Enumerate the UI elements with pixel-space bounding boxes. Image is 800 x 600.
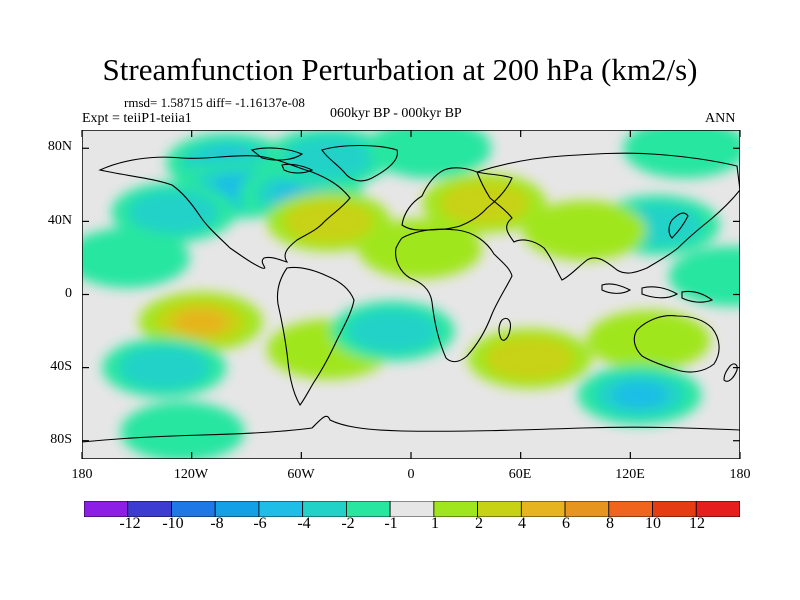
colorbar-label: -1 <box>384 515 398 532</box>
coast-madagascar <box>498 317 511 341</box>
colorbar-label: -8 <box>210 515 224 532</box>
colorbar-label: 2 <box>475 515 483 532</box>
colorbar-label: -4 <box>297 515 311 532</box>
colorbar-label: 10 <box>645 515 661 532</box>
experiment-label: Expt = teiiP1-teiia1 <box>82 111 192 126</box>
coast-south-america <box>276 266 355 406</box>
season-label: ANN <box>705 111 736 126</box>
anomaly-contour <box>348 309 438 353</box>
anomaly-field <box>82 130 740 459</box>
colorbar <box>84 501 740 517</box>
x-tick-label: 120E <box>615 467 645 482</box>
coast-japan <box>668 212 689 239</box>
anomaly-contour <box>367 130 492 179</box>
coast-new-zealand <box>723 363 738 382</box>
anomaly-contour <box>128 190 219 234</box>
anomaly-contour <box>485 336 575 381</box>
anomaly-contour <box>612 381 667 409</box>
coast-se-asia-islands <box>601 283 714 303</box>
colorbar-label: 1 <box>431 515 439 532</box>
y-tick-label: 40S <box>50 359 72 374</box>
colorbar-label: -10 <box>162 515 184 532</box>
colorbar-label: 6 <box>562 515 570 532</box>
anomaly-contour <box>439 181 529 225</box>
colorbar-label: -2 <box>341 515 355 532</box>
anomaly-contour <box>522 200 647 261</box>
anomaly-contour <box>284 199 374 243</box>
anomaly-contour <box>119 346 209 390</box>
colorbar-label: 12 <box>689 515 705 532</box>
colorbar-label: 4 <box>518 515 526 532</box>
x-tick-label: 0 <box>407 467 415 482</box>
coast-australia <box>633 315 720 373</box>
streamfunction-map <box>82 130 740 459</box>
x-tick-label: 60W <box>287 467 315 482</box>
rmsd-diff-stats: rmsd= 1.58715 diff= -1.16137e-08 <box>124 95 305 110</box>
coast-arctic-islands <box>250 147 314 174</box>
y-tick-label: 80S <box>50 432 72 447</box>
period-label: 060kyr BP - 000kyr BP <box>330 106 462 121</box>
coast-asia <box>476 152 740 281</box>
coast-antarctica <box>82 415 740 443</box>
colorbar-label: 8 <box>606 515 614 532</box>
x-tick-label: 60E <box>508 467 532 482</box>
anomaly-contour <box>586 310 711 371</box>
y-tick-label: 40N <box>47 213 72 228</box>
x-tick-label: 120W <box>173 467 209 482</box>
plot-title: Streamfunction Perturbation at 200 hPa (… <box>102 52 698 87</box>
colorbar-label: -12 <box>119 515 141 532</box>
coast-greenland <box>321 145 398 182</box>
anomaly-contour <box>120 401 245 459</box>
coast-africa <box>395 228 513 363</box>
anomaly-contour <box>82 227 190 288</box>
x-tick-label: 180 <box>729 467 751 482</box>
anomaly-contour <box>173 308 229 336</box>
anomaly-contour <box>358 218 483 279</box>
coastlines <box>82 130 740 459</box>
anomaly-contour <box>623 130 740 179</box>
colorbar-label: -6 <box>253 515 267 532</box>
coast-north-america <box>98 155 351 269</box>
y-tick-label: 0 <box>65 286 72 301</box>
x-tick-label: 180 <box>71 467 93 482</box>
y-tick-label: 80N <box>47 139 72 154</box>
